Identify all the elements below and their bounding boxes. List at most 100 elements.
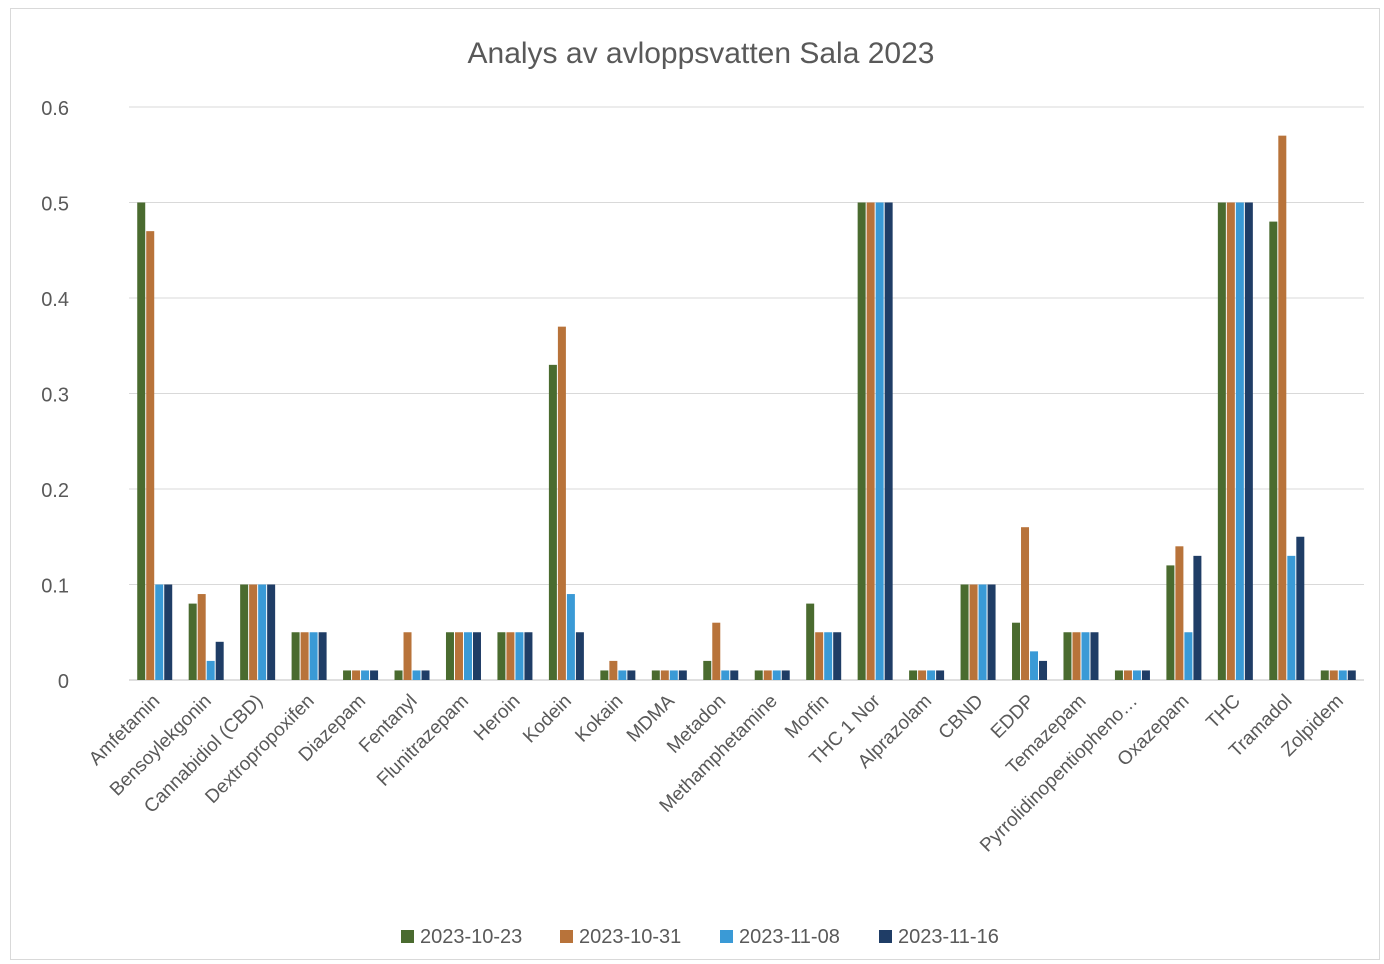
bar [1278,135,1287,680]
legend-swatch [879,930,892,943]
bar [678,670,687,680]
bar [1338,670,1347,680]
x-tick-label: Flunitrazepam [373,691,473,791]
bar [857,202,866,680]
y-tick-label: 0.3 [41,385,69,407]
bar [909,670,918,680]
bar [394,670,403,680]
bar [1175,546,1184,680]
bar [627,670,636,680]
bar [600,670,609,680]
bar [669,670,678,680]
bar [1012,622,1021,680]
bar [548,364,557,680]
bar [454,632,463,680]
bar [1184,632,1193,680]
bar [806,603,815,680]
x-tick-label: Kodein [519,691,576,748]
bar [1329,670,1338,680]
bar [987,584,996,680]
y-tick-label: 0 [58,671,69,693]
bar [815,632,824,680]
bar [618,670,627,680]
bar [472,632,481,680]
chart-frame: Analys av avloppsvatten Sala 2023 0 0.1 0.… [10,8,1380,960]
bar [1320,670,1329,680]
bar [155,584,164,680]
bar [566,594,575,680]
bar [609,660,618,680]
x-tick-label: CBND [935,691,988,744]
bar [1296,536,1305,680]
y-tick-label: 0.5 [41,194,69,216]
bar [1039,660,1048,680]
legend-label: 2023-10-31 [579,926,681,948]
bar [361,670,370,680]
y-axis: 0 0.1 0.2 0.3 0.4 0.5 0.6 [41,98,69,693]
bar [1193,555,1202,680]
bar [730,670,739,680]
bar [445,632,454,680]
bar [1217,202,1226,680]
bar [651,670,660,680]
bar [918,670,927,680]
bar [300,632,309,680]
y-tick-label: 0.2 [41,480,69,502]
bar [824,632,833,680]
bar [557,326,566,680]
bar [206,660,215,680]
bar [1132,670,1141,680]
bar [1347,670,1356,680]
grid-lines [129,106,1364,681]
x-tick-label: Kokain [571,691,627,747]
bar [660,670,669,680]
bar [515,632,524,680]
bar [403,632,412,680]
bar [1021,527,1030,680]
chart-title: Analys av avloppsvatten Sala 2023 [468,37,935,70]
bar [875,202,884,680]
bar [421,670,430,680]
bar [754,670,763,680]
bar [318,632,327,680]
bar [137,202,146,680]
bar [763,670,772,680]
bar [249,584,258,680]
bar [884,202,893,680]
bar [343,670,352,680]
legend-label: 2023-10-23 [420,926,522,948]
bar [1166,565,1175,680]
bar [1072,632,1081,680]
bar [721,670,730,680]
bar [1244,202,1253,680]
bar [309,632,318,680]
bar [781,670,790,680]
bar [575,632,584,680]
bar [1226,202,1235,680]
bar [258,584,267,680]
legend-swatch [401,930,414,943]
bar [1287,555,1296,680]
y-tick-label: 0.6 [41,98,69,120]
bar [370,670,379,680]
bar [215,641,224,680]
bar [978,584,987,680]
legend-label: 2023-11-16 [898,926,999,948]
bar [352,670,361,680]
bar [772,670,781,680]
bar [1235,202,1244,680]
bar [927,670,936,680]
bar [960,584,969,680]
bar [188,603,197,680]
chart-svg: Analys av avloppsvatten Sala 2023 0 0.1 0.… [41,37,1364,948]
bar [412,670,421,680]
y-tick-label: 0.4 [41,289,69,311]
bar [1081,632,1090,680]
bar [1141,670,1150,680]
y-tick-label: 0.1 [41,576,69,598]
bar [463,632,472,680]
bars [137,135,1356,680]
legend-label: 2023-11-08 [739,926,840,948]
bar [240,584,249,680]
